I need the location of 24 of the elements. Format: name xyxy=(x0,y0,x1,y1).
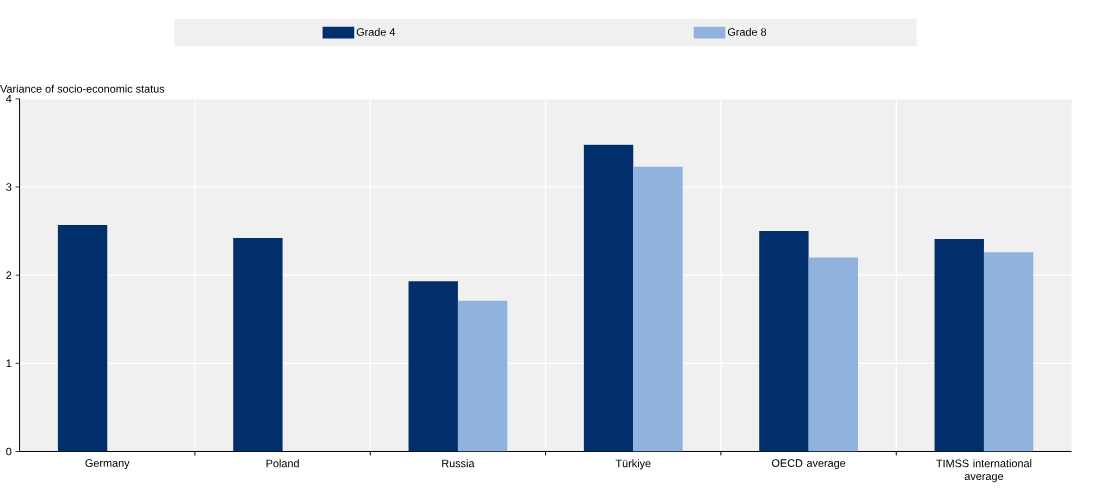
x-tick-label: Türkiye xyxy=(615,459,651,470)
bar xyxy=(233,238,283,452)
y-axis-title: Variance of socio-economic status xyxy=(0,84,165,93)
y-tick-label: 2 xyxy=(6,271,12,279)
bar xyxy=(633,166,683,452)
legend-label: Grade 8 xyxy=(727,27,767,36)
x-tick-label: Russia xyxy=(442,459,475,468)
y-tick-label: 1 xyxy=(6,359,12,368)
bar xyxy=(759,231,809,452)
x-tick-label: OECD average xyxy=(771,459,846,470)
bar xyxy=(983,252,1034,452)
bar xyxy=(57,224,108,452)
bar xyxy=(457,300,508,452)
legend-label: Grade 4 xyxy=(356,27,396,36)
y-tick-label: 0 xyxy=(6,447,12,456)
y-tick-label: 3 xyxy=(6,183,12,191)
bar xyxy=(808,257,858,452)
y-tick-label: 4 xyxy=(6,95,12,103)
bar xyxy=(583,144,634,452)
x-tick-label: Poland xyxy=(266,459,299,468)
x-tick-label: Germany xyxy=(85,459,130,470)
bar xyxy=(408,281,458,452)
bar xyxy=(934,239,984,452)
x-tick-label: TIMSS international average xyxy=(936,459,1032,483)
